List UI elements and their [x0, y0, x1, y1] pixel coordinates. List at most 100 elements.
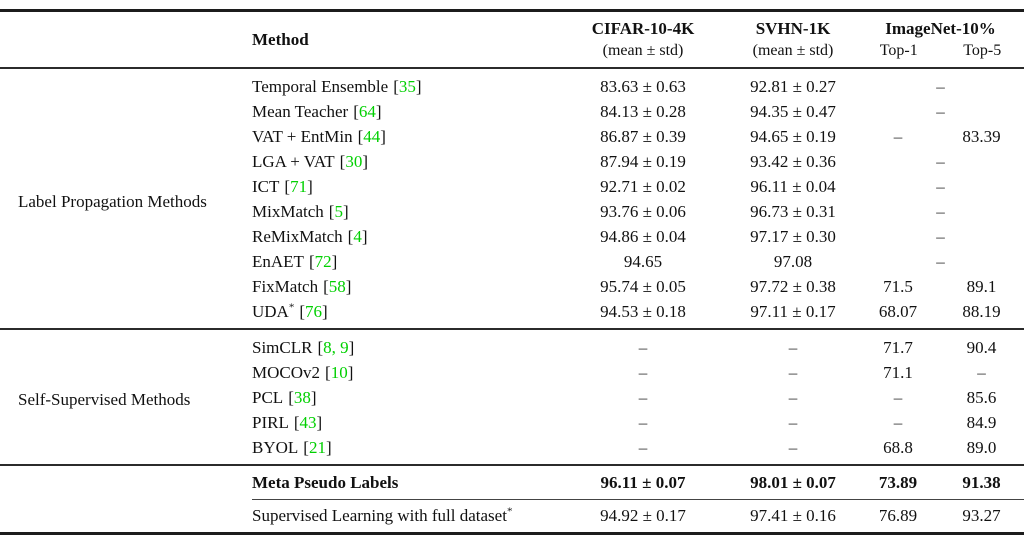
- group-label-label-propagation: Label Propagation Methods: [18, 191, 207, 211]
- top1-value: –: [893, 413, 903, 432]
- method-cell: SimCLR8, 9: [252, 329, 557, 360]
- table-row: PIRL 43 – – – 84.9: [0, 410, 1024, 435]
- supervised-baseline-row: Supervised Learning with full dataset* 9…: [0, 500, 1024, 534]
- method-name: ICT: [252, 177, 280, 196]
- svhn-value: 93.42 ± 0.36: [750, 152, 836, 171]
- table-row: MOCOv210 – – 71.1 –: [0, 360, 1024, 385]
- header-svhn-title: SVHN-1K: [755, 19, 831, 38]
- top5-value: 85.6: [966, 388, 997, 407]
- imagenet-value: –: [936, 77, 945, 96]
- top1-value: 68.8: [883, 438, 913, 457]
- citation-ref: 76: [299, 302, 327, 321]
- svhn-value: 94.65 ± 0.19: [750, 127, 836, 146]
- cifar-value: 94.86 ± 0.04: [600, 227, 686, 246]
- method-name: Supervised Learning with full dataset: [252, 506, 507, 525]
- method-cell: EnAET 72: [252, 249, 557, 274]
- header-imagenet-subrow: Top-1 Top-5: [857, 40, 1024, 62]
- method-name: EnAET: [252, 252, 304, 271]
- top5-value: 83.39: [962, 127, 1001, 146]
- top5-value: 89.0: [966, 438, 997, 457]
- header-imagenet-title: ImageNet-10%: [885, 19, 996, 38]
- top1-value: 71.7: [883, 338, 913, 357]
- svhn-value: 92.81 ± 0.27: [750, 77, 836, 96]
- top1-value: 71.5: [883, 277, 913, 296]
- method-cell: ReMixMatch 4: [252, 224, 557, 249]
- imagenet-value: –: [936, 202, 945, 221]
- method-name: BYOL: [252, 438, 299, 457]
- citation-ref: 5: [329, 202, 349, 221]
- cifar-value: –: [638, 438, 648, 457]
- citation-ref: 38: [288, 388, 316, 407]
- top5-value: 88.19: [962, 302, 1001, 321]
- meta-pseudo-labels-row: Meta Pseudo Labels 96.11 ± 0.07 98.01 ± …: [0, 465, 1024, 500]
- method-cell: Temporal Ensemble35: [252, 68, 557, 99]
- method-cell: FixMatch58: [252, 274, 557, 299]
- header-cifar: CIFAR-10-4K (mean ± std): [557, 11, 729, 69]
- method-cell: UDA* 76: [252, 299, 557, 329]
- method-cell: MixMatch 5: [252, 199, 557, 224]
- table-row: PCL38 – – – 85.6: [0, 385, 1024, 410]
- header-cifar-sub: (mean ± std): [602, 42, 684, 59]
- cifar-value: 96.11 ± 0.07: [557, 465, 729, 500]
- method-name: ReMixMatch: [252, 227, 343, 246]
- method-name: MixMatch: [252, 202, 324, 221]
- method-name: LGA + VAT: [252, 152, 335, 171]
- table-row: EnAET 72 94.65 97.08 –: [0, 249, 1024, 274]
- method-name: FixMatch: [252, 277, 319, 296]
- cifar-value: –: [638, 363, 648, 382]
- method-cell: PIRL 43: [252, 410, 557, 435]
- header-top5: Top-5: [963, 42, 1002, 59]
- table-row: LGA + VAT 30 87.94 ± 0.19 93.42 ± 0.36 –: [0, 149, 1024, 174]
- method-cell: MOCOv210: [252, 360, 557, 385]
- header-cifar-title: CIFAR-10-4K: [591, 19, 695, 38]
- citation-ref: 72: [309, 252, 337, 271]
- group-label-empty: [0, 500, 252, 534]
- method-cell: Supervised Learning with full dataset*: [252, 500, 557, 534]
- table-row: BYOL21 – – 68.8 89.0: [0, 435, 1024, 465]
- table-header: Method CIFAR-10-4K (mean ± std) SVHN-1K …: [0, 11, 1024, 69]
- cifar-value: 95.74 ± 0.05: [600, 277, 686, 296]
- table-row: UDA* 76 94.53 ± 0.18 97.11 ± 0.17 68.07 8…: [0, 299, 1024, 329]
- cifar-value: 94.65: [623, 252, 663, 271]
- citation-ref: 35: [393, 77, 421, 96]
- table-row: VAT + EntMin 44 86.87 ± 0.39 94.65 ± 0.19…: [0, 124, 1024, 149]
- method-name: PIRL: [252, 413, 289, 432]
- method-cell: PCL38: [252, 385, 557, 410]
- cifar-value: –: [638, 388, 648, 407]
- method-cell: LGA + VAT 30: [252, 149, 557, 174]
- table-row: Label Propagation Methods Temporal Ensem…: [0, 68, 1024, 211]
- svhn-value: 96.11 ± 0.04: [750, 177, 836, 196]
- cifar-value: 83.63 ± 0.63: [600, 77, 686, 96]
- table-row: ReMixMatch 4 94.86 ± 0.04 97.17 ± 0.30 –: [0, 224, 1024, 249]
- top5-value: –: [977, 363, 986, 382]
- top1-value: 76.89: [878, 506, 918, 525]
- header-imagenet: ImageNet-10% Top-1 Top-5: [857, 11, 1024, 69]
- table-row: FixMatch58 95.74 ± 0.05 97.72 ± 0.38 71.…: [0, 274, 1024, 299]
- method-name: Mean Teacher: [252, 102, 349, 121]
- top1-value: 73.89: [857, 465, 939, 500]
- top5-value: 90.4: [966, 338, 997, 357]
- method-cell: ICT71: [252, 174, 557, 199]
- results-table: Method CIFAR-10-4K (mean ± std) SVHN-1K …: [0, 9, 1024, 535]
- imagenet-value: –: [936, 227, 945, 246]
- citation-ref: 30: [340, 152, 368, 171]
- svhn-value: 98.01 ± 0.07: [729, 465, 857, 500]
- citation-ref: 4: [348, 227, 368, 246]
- header-method: Method: [252, 30, 309, 49]
- cifar-value: 86.87 ± 0.39: [600, 127, 686, 146]
- cifar-value: 92.71 ± 0.02: [600, 177, 686, 196]
- method-name: UDA: [252, 302, 289, 321]
- method-cell: VAT + EntMin 44: [252, 124, 557, 149]
- group-label-empty: [0, 465, 252, 500]
- header-svhn-sub: (mean ± std): [752, 42, 834, 59]
- citation-ref: 21: [303, 438, 331, 457]
- svhn-value: –: [788, 413, 798, 432]
- citation-ref: 8, 9: [317, 338, 354, 357]
- method-name: Temporal Ensemble: [252, 77, 389, 96]
- citation-ref: 71: [284, 177, 312, 196]
- top1-value: 71.1: [883, 363, 913, 382]
- svhn-value: 97.17 ± 0.30: [750, 227, 836, 246]
- method-name: PCL: [252, 388, 284, 407]
- imagenet-value: –: [936, 102, 945, 121]
